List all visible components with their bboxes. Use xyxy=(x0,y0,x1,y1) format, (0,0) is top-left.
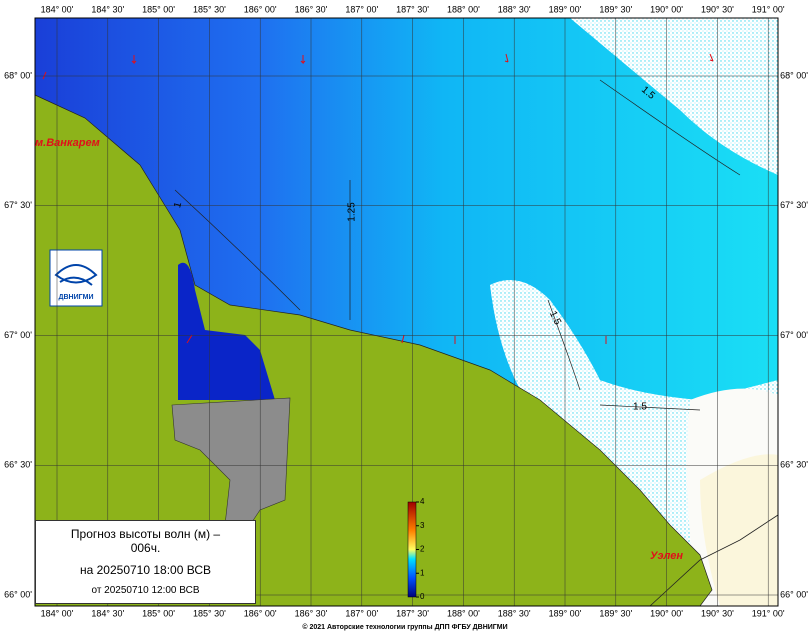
colorbar xyxy=(407,501,417,598)
lon-label: 185° 30' xyxy=(193,4,226,14)
lon-label: 188° 00' xyxy=(447,608,480,618)
copyright: © 2021 Авторские технологии группы ДПП Ф… xyxy=(302,623,507,631)
lon-label: 190° 00' xyxy=(650,608,683,618)
lon-label: 189° 00' xyxy=(549,4,582,14)
lat-label: 68° 00' xyxy=(4,70,32,80)
lon-label: 184° 30' xyxy=(91,608,124,618)
graticule: 184° 00' 184° 00' 184° 30' 184° 30' 185° 00'… xyxy=(4,4,808,618)
lat-label: 67° 00' xyxy=(4,330,32,340)
lon-label: 189° 00' xyxy=(549,608,582,618)
lon-label: 187° 30' xyxy=(396,4,429,14)
legend-issued: от 20250710 12:00 ВСВ xyxy=(91,585,200,596)
lon-label: 187° 00' xyxy=(345,4,378,14)
lat-label: 66° 30' xyxy=(4,460,32,470)
lon-label: 191° 00' xyxy=(752,4,785,14)
lat-label: 68° 00' xyxy=(780,70,808,80)
lon-label: 184° 30' xyxy=(91,4,124,14)
colorbar-tick-label: 1 xyxy=(420,568,425,577)
legend: Прогноз высоты волн (м) – 006ч. на 20250… xyxy=(35,520,256,604)
colorbar-tick-label: 2 xyxy=(420,545,425,554)
lon-label: 185° 00' xyxy=(142,4,175,14)
lon-label: 186° 00' xyxy=(244,608,277,618)
lon-label: 185° 00' xyxy=(142,608,175,618)
lon-label: 189° 30' xyxy=(599,4,632,14)
contour-label: 1.5 xyxy=(633,402,647,413)
lat-label: 67° 30' xyxy=(780,200,808,210)
contour-label: 1 xyxy=(172,201,184,210)
colorbar-tick-label: 4 xyxy=(420,497,425,506)
lon-label: 185° 30' xyxy=(193,608,226,618)
place-label: м.Ванкарем xyxy=(35,137,100,149)
map-area: ДВНИГМИ xyxy=(34,18,779,607)
land xyxy=(34,94,713,607)
lon-label: 186° 30' xyxy=(295,4,328,14)
legend-valid: на 20250710 18:00 ВСВ xyxy=(80,563,211,577)
legend-title: Прогноз высоты волн (м) – 006ч. xyxy=(70,527,221,555)
colorbar-ticks: 0 1 2 3 4 xyxy=(416,497,425,601)
contour-label: 1.5 xyxy=(547,309,563,327)
arrows xyxy=(42,53,714,344)
frame xyxy=(34,17,779,607)
lon-label: 188° 30' xyxy=(498,4,531,14)
lat-label: 67° 30' xyxy=(4,200,32,210)
colorbar-tick-label: 3 xyxy=(420,521,425,530)
lon-label: 184° 00' xyxy=(41,608,74,618)
lat-label: 66° 30' xyxy=(780,460,808,470)
lon-label: 186° 30' xyxy=(295,608,328,618)
lon-label: 191° 00' xyxy=(752,608,785,618)
lat-label: 67° 00' xyxy=(780,330,808,340)
lon-label: 188° 30' xyxy=(498,608,531,618)
colorbar-tick-label: 0 xyxy=(420,592,425,601)
calm-zone xyxy=(700,454,778,606)
contour xyxy=(174,79,741,411)
contour-label: 1.25 xyxy=(347,202,358,222)
lon-label: 187° 00' xyxy=(345,608,378,618)
lon-label: 190° 30' xyxy=(701,608,734,618)
coastline xyxy=(649,514,779,607)
lon-label: 190° 00' xyxy=(650,4,683,14)
lagoon xyxy=(178,262,275,400)
lon-label: 190° 30' xyxy=(701,4,734,14)
lon-label: 188° 00' xyxy=(447,4,480,14)
logo-icon xyxy=(54,264,98,286)
wave-zone xyxy=(570,18,778,175)
lon-label: 186° 00' xyxy=(244,4,277,14)
lon-label: 189° 30' xyxy=(599,608,632,618)
logo-text: ДВНИГМИ xyxy=(59,294,94,301)
place-label: Уэлен xyxy=(650,550,683,562)
lon-label: 187° 30' xyxy=(396,608,429,618)
lat-label: 66° 00' xyxy=(780,589,808,599)
lat-label: 66° 00' xyxy=(4,589,32,599)
lon-label: 184° 00' xyxy=(41,4,74,14)
